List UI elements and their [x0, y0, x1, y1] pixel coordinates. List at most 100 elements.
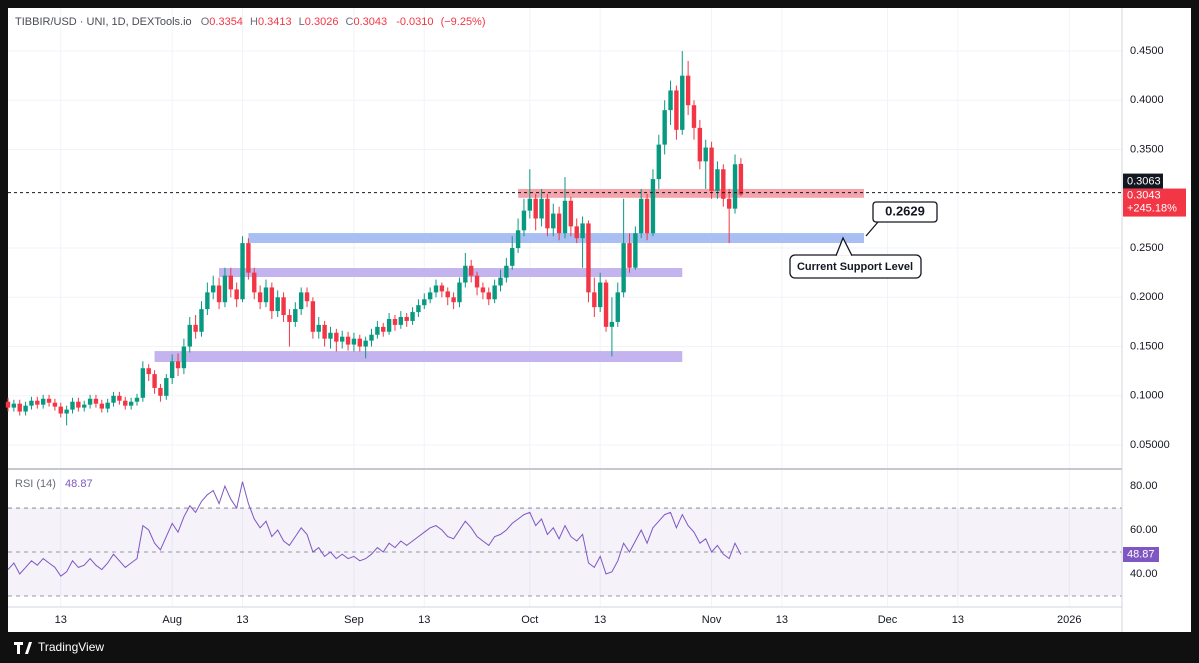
x-tick-label: Nov	[702, 614, 722, 626]
candle-body	[298, 292, 304, 310]
candle-body	[697, 127, 703, 162]
candle-body	[568, 200, 574, 227]
candle-body	[187, 324, 192, 347]
candle-body	[193, 324, 198, 332]
candle-body	[504, 265, 509, 278]
candle-body	[416, 305, 421, 313]
candle-body	[269, 287, 275, 312]
candle-body	[211, 285, 216, 293]
candle-body	[340, 336, 345, 342]
last-price-label: 0.3043	[1127, 189, 1161, 201]
annotation-text: Current Support Level	[797, 261, 913, 273]
y-tick-label: 0.3500	[1130, 143, 1164, 155]
candle-body	[574, 226, 579, 239]
rsi-header: RSI (14) 48.87	[15, 478, 93, 490]
candle-body	[375, 326, 380, 335]
price-label-box	[1123, 173, 1163, 189]
change-pct: (−9.25%)	[441, 16, 486, 28]
candle-body	[181, 346, 187, 369]
candle-body	[510, 248, 515, 266]
candle-body	[386, 318, 392, 332]
candle-body	[199, 309, 204, 332]
candle-body	[451, 297, 456, 303]
x-tick-label: 13	[776, 614, 788, 626]
candle-body	[128, 401, 134, 406]
zone	[248, 233, 865, 244]
candle-body	[609, 321, 615, 327]
candle-body	[545, 198, 550, 229]
candle-body	[322, 324, 327, 339]
candle-body	[93, 398, 99, 404]
candle-body	[556, 213, 562, 234]
x-tick-label: 13	[594, 614, 606, 626]
candle-body	[123, 400, 128, 406]
candle-body	[64, 409, 69, 414]
candle-body	[152, 374, 157, 388]
candle-body	[433, 285, 439, 293]
rsi-line	[7, 481, 742, 577]
candle-body	[111, 395, 116, 403]
candle-body	[533, 198, 538, 219]
y-tick-label: 0.2500	[1130, 242, 1164, 254]
candle-body	[627, 243, 632, 268]
candle-body	[5, 401, 11, 408]
candle-body	[721, 169, 726, 199]
candle-body	[422, 299, 427, 306]
candle-body	[234, 289, 239, 300]
candle-body	[650, 179, 656, 234]
annotation-pointer	[865, 221, 879, 237]
ohlc-value: 0.3043	[353, 16, 387, 28]
candle-body	[29, 400, 34, 406]
candle-body	[398, 316, 404, 325]
candle-body	[480, 287, 486, 293]
candle-body	[439, 285, 445, 292]
candle-body	[257, 292, 263, 303]
candle-body	[105, 402, 110, 409]
x-tick-label: 13	[55, 614, 67, 626]
footer: TradingView	[14, 640, 104, 654]
rsi-last-box	[1123, 547, 1159, 563]
y-tick-label: 0.1500	[1130, 340, 1164, 352]
candle-body	[668, 90, 673, 111]
x-tick-label: Oct	[521, 614, 538, 626]
zone	[518, 188, 865, 198]
annotation-box	[872, 201, 938, 223]
candle-body	[240, 243, 245, 300]
y-tick-label: 0.05000	[1130, 439, 1170, 451]
candle-body	[275, 297, 280, 312]
candle-body	[644, 198, 650, 234]
candle-body	[82, 404, 87, 408]
candle-body	[252, 272, 257, 293]
annotation-text: 0.2629	[885, 203, 925, 218]
candle-body	[134, 397, 140, 402]
candle-body	[580, 223, 585, 239]
candle-body	[228, 275, 233, 290]
ohlc-value: 0.3354	[209, 16, 243, 28]
candle-body	[175, 361, 181, 369]
rsi-name: RSI (14)	[15, 478, 56, 490]
y-tick-label: 0.4500	[1130, 45, 1164, 57]
candle-body	[615, 292, 620, 322]
candle-body	[539, 198, 544, 219]
candle-body	[158, 387, 163, 396]
candle-body	[381, 326, 386, 332]
candle-body	[17, 403, 22, 412]
candle-body	[410, 312, 415, 321]
candle-body	[40, 398, 46, 405]
x-tick-label: 13	[952, 614, 964, 626]
ohlc-label: C	[346, 16, 354, 28]
candle-body	[715, 169, 720, 191]
candle-body	[351, 338, 357, 345]
candle-body	[140, 368, 146, 398]
candle-body	[527, 198, 533, 211]
candle-body	[263, 287, 269, 303]
candle-body	[685, 75, 691, 106]
candle-body	[521, 210, 527, 231]
candle-body	[70, 401, 75, 410]
candle-body	[726, 198, 732, 209]
x-tick-label: Dec	[878, 614, 898, 626]
candle-body	[169, 361, 175, 379]
candle-body	[498, 277, 503, 286]
candle-body	[709, 147, 714, 191]
candle-body	[633, 233, 638, 268]
